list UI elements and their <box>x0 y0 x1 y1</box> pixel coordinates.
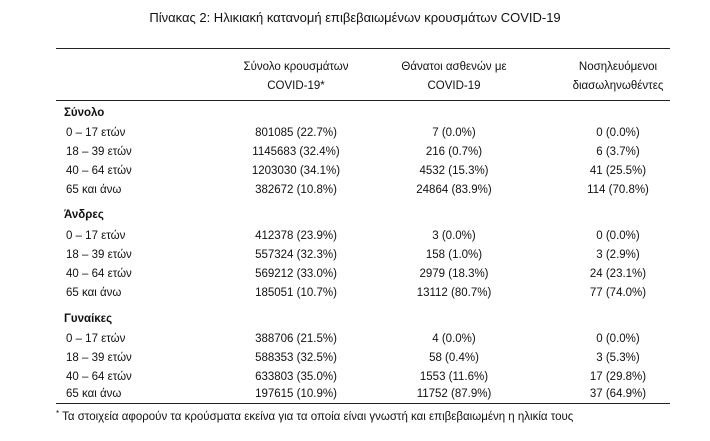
header-line: διασωληνωθέντες <box>572 80 664 92</box>
row-label: 40 – 64 ετών <box>66 268 132 280</box>
icu-cell: 17 (29.8%) <box>589 371 647 383</box>
icu-cell: 0 (0.0%) <box>596 230 640 242</box>
icu-cell: 114 (70.8%) <box>587 184 649 196</box>
deaths-cell: 216 (0.7%) <box>425 146 483 158</box>
icu-cell: 77 (74.0%) <box>589 287 647 299</box>
table-row: 0 – 17 ετών 412378 (23.9%) 3 (0.0%) 0 (0… <box>0 230 710 249</box>
cases-cell: 388706 (21.5%) <box>255 333 337 345</box>
cases-cell: 801085 (22.7%) <box>255 127 337 139</box>
table-row: 65 και άνω 197615 (10.9%) 11752 (87.9%) … <box>0 388 710 407</box>
table-row: 40 – 64 ετών 1203030 (34.1%) 4532 (15.3%… <box>0 165 710 184</box>
table-row: 18 – 39 ετών 557324 (32.3%) 158 (1.0%) 3… <box>0 249 710 268</box>
icu-cell: 37 (64.9%) <box>589 388 647 400</box>
row-label: 0 – 17 ετών <box>66 127 126 139</box>
row-label: 40 – 64 ετών <box>66 165 132 177</box>
deaths-cell: 1553 (11.6%) <box>419 371 489 383</box>
table-row: 65 και άνω 382672 (10.8%) 24864 (83.9%) … <box>0 184 710 203</box>
cases-cell: 382672 (10.8%) <box>255 184 337 196</box>
table-row: 40 – 64 ετών 633803 (35.0%) 1553 (11.6%)… <box>0 371 710 390</box>
bottom-rule <box>56 403 670 404</box>
header-line: Νοσηλευόμενοι <box>578 61 658 73</box>
header-deaths: Θάνατοι ασθενών με COVID-19 <box>384 58 524 96</box>
cases-cell: 197615 (10.9%) <box>255 388 337 400</box>
header-line: COVID-19* <box>267 80 325 92</box>
deaths-cell: 4 (0.0%) <box>432 333 476 345</box>
row-label: 65 και άνω <box>66 184 122 196</box>
deaths-cell: 24864 (83.9%) <box>416 184 492 196</box>
deaths-cell: 58 (0.4%) <box>429 352 479 364</box>
header-line: Θάνατοι ασθενών με <box>401 61 507 73</box>
footnote: * Τα στοιχεία αφορούν τα κρούσματα εκείν… <box>56 409 696 423</box>
deaths-cell: 158 (1.0%) <box>425 249 483 261</box>
row-label: 65 και άνω <box>66 287 122 299</box>
section-title-total: Σύνολο <box>64 107 105 119</box>
top-rule <box>56 48 670 49</box>
row-label: 0 – 17 ετών <box>66 230 126 242</box>
table-row: 0 – 17 ετών 388706 (21.5%) 4 (0.0%) 0 (0… <box>0 333 710 352</box>
row-label: 40 – 64 ετών <box>66 371 132 383</box>
deaths-cell: 4532 (15.3%) <box>419 165 489 177</box>
row-label: 18 – 39 ετών <box>66 352 132 364</box>
table-row: 65 και άνω 185051 (10.7%) 13112 (80.7%) … <box>0 287 710 306</box>
table-row: 18 – 39 ετών 1145683 (32.4%) 216 (0.7%) … <box>0 146 710 165</box>
table-title: Πίνακας 2: Ηλικιακή κατανομή επιβεβαιωμέ… <box>149 10 561 25</box>
footnote-text: Τα στοιχεία αφορούν τα κρούσματα εκείνα … <box>62 411 574 423</box>
cases-cell: 185051 (10.7%) <box>255 287 337 299</box>
icu-cell: 0 (0.0%) <box>596 127 640 139</box>
row-label: 65 και άνω <box>66 388 122 400</box>
cases-cell: 588353 (32.5%) <box>255 352 337 364</box>
icu-cell: 41 (25.5%) <box>589 165 647 177</box>
icu-cell: 3 (5.3%) <box>596 352 640 364</box>
cases-cell: 1145683 (32.4%) <box>252 146 340 158</box>
row-label: 18 – 39 ετών <box>66 146 132 158</box>
header-line: Σύνολο κρουσμάτων <box>243 61 349 73</box>
header-rule <box>56 100 670 101</box>
section-title-women: Γυναίκες <box>64 313 113 325</box>
header-total-cases: Σύνολο κρουσμάτων COVID-19* <box>226 58 366 96</box>
cases-cell: 569212 (33.0%) <box>255 268 337 280</box>
cases-cell: 1203030 (34.1%) <box>251 165 341 177</box>
icu-cell: 6 (3.7%) <box>596 146 640 158</box>
deaths-cell: 7 (0.0%) <box>432 127 476 139</box>
deaths-cell: 13112 (80.7%) <box>416 287 492 299</box>
cases-cell: 557324 (32.3%) <box>255 249 337 261</box>
row-label: 0 – 17 ετών <box>66 333 126 345</box>
table-row: 40 – 64 ετών 569212 (33.0%) 2979 (18.3%)… <box>0 268 710 287</box>
section-title-men: Άνδρες <box>64 209 104 221</box>
cases-cell: 633803 (35.0%) <box>255 371 337 383</box>
deaths-cell: 2979 (18.3%) <box>419 268 489 280</box>
cases-cell: 412378 (23.9%) <box>255 230 337 242</box>
deaths-cell: 3 (0.0%) <box>432 230 476 242</box>
icu-cell: 0 (0.0%) <box>596 333 640 345</box>
row-label: 18 – 39 ετών <box>66 249 132 261</box>
table-row: 18 – 39 ετών 588353 (32.5%) 58 (0.4%) 3 … <box>0 352 710 371</box>
icu-cell: 24 (23.1%) <box>589 268 647 280</box>
deaths-cell: 11752 (87.9%) <box>416 388 492 400</box>
header-line: COVID-19 <box>427 80 481 92</box>
table-row: 0 – 17 ετών 801085 (22.7%) 7 (0.0%) 0 (0… <box>0 127 710 146</box>
icu-cell: 3 (2.9%) <box>596 249 640 261</box>
footnote-marker: * <box>56 409 60 418</box>
header-intubated: Νοσηλευόμενοι διασωληνωθέντες <box>548 58 688 96</box>
